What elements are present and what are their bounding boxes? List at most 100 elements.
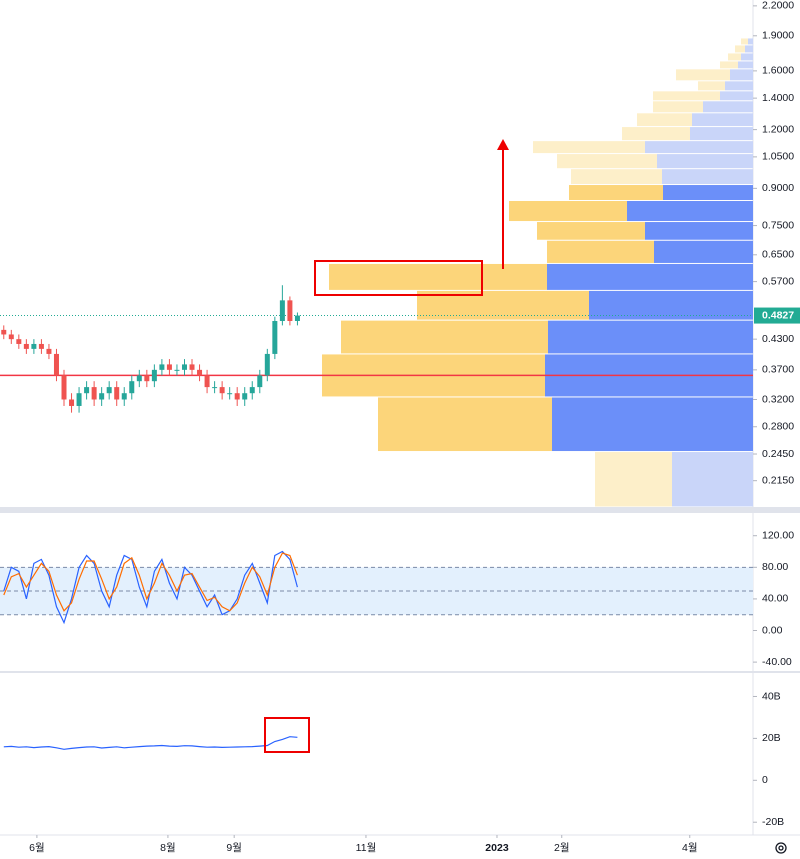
candle-body	[31, 343, 37, 349]
candle-body	[197, 369, 203, 376]
y-tick-label: 0.7500	[762, 219, 794, 231]
candle-body	[38, 343, 44, 349]
series-line	[3, 550, 298, 625]
y-tick-label: 1.2000	[762, 123, 794, 135]
annotation-box	[314, 260, 483, 296]
profile-up	[509, 201, 627, 222]
x-tick-label: 2월	[554, 842, 570, 854]
y-tick-label: 1.9000	[762, 30, 794, 42]
candle-body	[234, 393, 240, 400]
candle-body	[121, 393, 127, 400]
pane-divider	[0, 507, 800, 513]
profile-down	[627, 201, 753, 222]
profile-down	[657, 154, 753, 169]
profile-down	[548, 320, 753, 354]
profile-up	[720, 61, 738, 69]
profile-up	[569, 185, 663, 201]
candle-body	[212, 387, 218, 389]
candle-body	[227, 393, 233, 395]
candle-body	[1, 329, 7, 335]
y-tick-label: 0.9000	[762, 182, 794, 194]
profile-up	[533, 141, 645, 154]
series-line	[3, 736, 298, 750]
profile-down	[547, 263, 753, 290]
x-tick-label: 6월	[29, 842, 45, 854]
x-tick-label: 11월	[356, 842, 377, 854]
y-tick-label: 2.2000	[762, 0, 794, 12]
candle-body	[16, 339, 22, 344]
profile-up	[741, 38, 748, 45]
profile-down	[703, 101, 753, 113]
candle-body	[106, 387, 112, 394]
y-tick-label: 0.3200	[762, 393, 794, 405]
candle-body	[249, 387, 255, 394]
y-tick-label: -20B	[762, 816, 784, 828]
profile-down	[745, 45, 753, 53]
profile-down	[690, 127, 753, 141]
profile-down	[552, 397, 753, 452]
profile-up	[571, 169, 662, 185]
profile-up	[378, 397, 552, 452]
x-tick-label: 2023	[485, 842, 509, 854]
band-fill	[0, 567, 753, 615]
candle-body	[144, 375, 150, 382]
candle-body	[136, 375, 142, 382]
candle-body	[129, 381, 135, 394]
y-tick-label: 1.0500	[762, 151, 794, 163]
profile-down	[672, 452, 753, 507]
profile-down	[589, 290, 753, 320]
x-tick-label: 8월	[160, 842, 176, 854]
x-tick-label: 9월	[226, 842, 242, 854]
candle-body	[219, 387, 225, 394]
profile-up	[341, 320, 548, 354]
profile-down	[741, 53, 753, 61]
y-tick-label: 0.2800	[762, 421, 794, 433]
settings-icon[interactable]	[775, 842, 787, 854]
candle-body	[204, 375, 210, 388]
candle-body	[294, 315, 300, 321]
candle-body	[257, 375, 263, 388]
profile-up	[547, 240, 654, 263]
profile-down	[645, 141, 753, 154]
x-tick-label: 4월	[682, 842, 698, 854]
profile-down	[692, 113, 753, 127]
profile-up	[676, 69, 730, 81]
profile-down	[730, 69, 753, 81]
profile-up	[653, 91, 720, 101]
y-tick-label: 0.2150	[762, 474, 794, 486]
profile-down	[662, 169, 753, 185]
candle-body	[91, 387, 97, 400]
series-line	[3, 552, 298, 612]
last-price-label: 0.4827	[762, 309, 794, 321]
profile-up	[537, 222, 645, 240]
y-tick-label: 1.6000	[762, 65, 794, 77]
y-tick-label: 0.4300	[762, 333, 794, 345]
candle-body	[23, 343, 29, 349]
y-tick-label: 40B	[762, 690, 781, 702]
profile-down	[720, 91, 753, 101]
candle-body	[61, 375, 67, 400]
profile-up	[637, 113, 692, 127]
candle-body	[242, 393, 248, 400]
profile-up	[698, 81, 725, 91]
pane-divider	[0, 671, 800, 673]
y-tick-label: 0.6500	[762, 249, 794, 261]
profile-down	[738, 61, 753, 69]
profile-up	[622, 127, 690, 141]
profile-up	[653, 101, 703, 113]
profile-up	[728, 53, 741, 61]
candle-body	[272, 320, 278, 354]
candle-body	[84, 387, 90, 394]
candle-body	[159, 364, 165, 370]
candle-body	[189, 364, 195, 370]
y-tick-label: 80.00	[762, 561, 788, 573]
candle-body	[69, 399, 75, 406]
profile-up	[557, 154, 657, 169]
y-tick-label: 1.4000	[762, 92, 794, 104]
arrow-head	[497, 139, 509, 150]
profile-down	[654, 240, 753, 263]
annotation-box	[264, 717, 310, 753]
y-tick-label: 0.5700	[762, 275, 794, 287]
